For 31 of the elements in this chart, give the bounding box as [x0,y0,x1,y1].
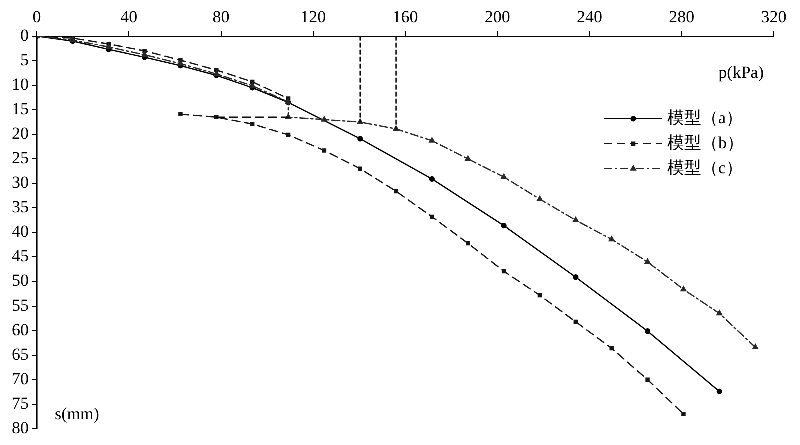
x-tick-label: 320 [761,8,787,27]
x-tick-label: 40 [120,8,138,27]
x-axis-title: p(kPa) [718,62,764,82]
legend-label: 模型（a） [668,108,744,128]
x-tick-label: 240 [577,8,602,27]
legend-label: 模型（b） [668,133,744,152]
y-tick-label: 75 [12,394,29,413]
x-tick-label: 200 [484,8,510,27]
y-tick-label: 25 [12,148,29,168]
y-tick-label: 15 [12,99,29,118]
y-axis-title: s(mm) [55,404,100,424]
y-tick-label: 65 [12,344,29,364]
y-tick-label: 50 [12,271,29,290]
x-tick-label: 120 [300,8,326,27]
x-tick-label: 80 [212,8,230,27]
x-tick-label: 160 [392,8,418,27]
y-tick-label: 0 [20,26,29,45]
x-tick-label: 280 [669,8,695,27]
y-tick-label: 20 [12,124,29,144]
y-tick-label: 60 [12,320,29,340]
y-tick-label: 5 [20,50,29,70]
y-tick-label: 40 [12,222,29,242]
x-tick-label: 0 [32,8,42,27]
y-tick-label: 70 [12,369,29,388]
y-tick-label: 80 [12,418,29,438]
y-tick-label: 30 [12,173,29,192]
y-tick-label: 45 [12,246,29,266]
legend-label: 模型（c） [668,158,744,178]
y-tick-label: 55 [12,296,29,315]
y-tick-label: 35 [12,198,29,217]
y-tick-label: 10 [12,74,29,94]
